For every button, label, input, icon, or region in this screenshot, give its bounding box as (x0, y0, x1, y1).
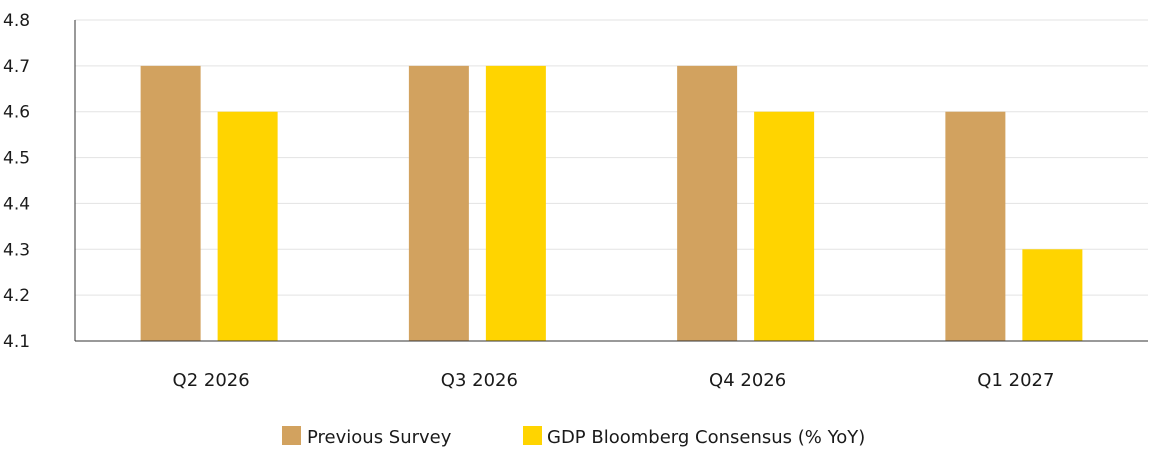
legend-swatch (523, 426, 542, 445)
x-tick-label: Q4 2026 (709, 370, 786, 391)
y-tick-label: 4.8 (3, 11, 30, 31)
bar-previous-survey-q3-2026 (408, 65, 469, 341)
legend: Previous Survey GDP Bloomberg Consensus (… (282, 426, 865, 448)
x-tick-label: Q2 2026 (173, 370, 250, 391)
bar-previous-survey-q2-2026 (140, 65, 201, 341)
x-tick-label: Q3 2026 (441, 370, 518, 391)
y-tick-label: 4.7 (3, 57, 30, 77)
x-axis-labels: Q2 2026 Q3 2026 Q4 2026 Q1 2027 (173, 370, 1055, 391)
y-tick-label: 4.2 (3, 286, 30, 306)
legend-label: GDP Bloomberg Consensus (% YoY) (547, 427, 865, 448)
y-tick-label: 4.4 (3, 194, 30, 214)
bars (140, 65, 1083, 341)
y-tick-label: 4.1 (3, 332, 30, 352)
y-tick-label: 4.3 (3, 240, 30, 260)
bar-gdp-consensus-q4-2026 (754, 111, 815, 341)
y-tick-label: 4.6 (3, 103, 30, 123)
bar-previous-survey-q1-2027 (945, 111, 1006, 341)
axes (74, 20, 1148, 342)
legend-label: Previous Survey (307, 427, 452, 448)
bar-gdp-consensus-q2-2026 (217, 111, 278, 341)
bar-gdp-consensus-q1-2027 (1022, 249, 1083, 341)
bar-previous-survey-q4-2026 (677, 65, 738, 341)
legend-swatch (282, 426, 301, 445)
y-axis-ticks: 4.1 4.2 4.3 4.4 4.5 4.6 4.7 4.8 (3, 11, 30, 352)
x-tick-label: Q1 2027 (977, 370, 1054, 391)
y-tick-label: 4.5 (3, 149, 30, 169)
bar-gdp-consensus-q3-2026 (485, 65, 546, 341)
